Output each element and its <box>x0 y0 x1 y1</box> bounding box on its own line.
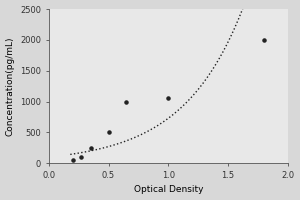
Point <box>166 97 171 100</box>
X-axis label: Optical Density: Optical Density <box>134 185 203 194</box>
Point <box>79 155 83 159</box>
Point <box>88 146 93 149</box>
Point <box>262 38 266 41</box>
Point <box>124 100 129 103</box>
Point <box>70 159 75 162</box>
Point <box>106 131 111 134</box>
Y-axis label: Concentration(pg/mL): Concentration(pg/mL) <box>6 36 15 136</box>
